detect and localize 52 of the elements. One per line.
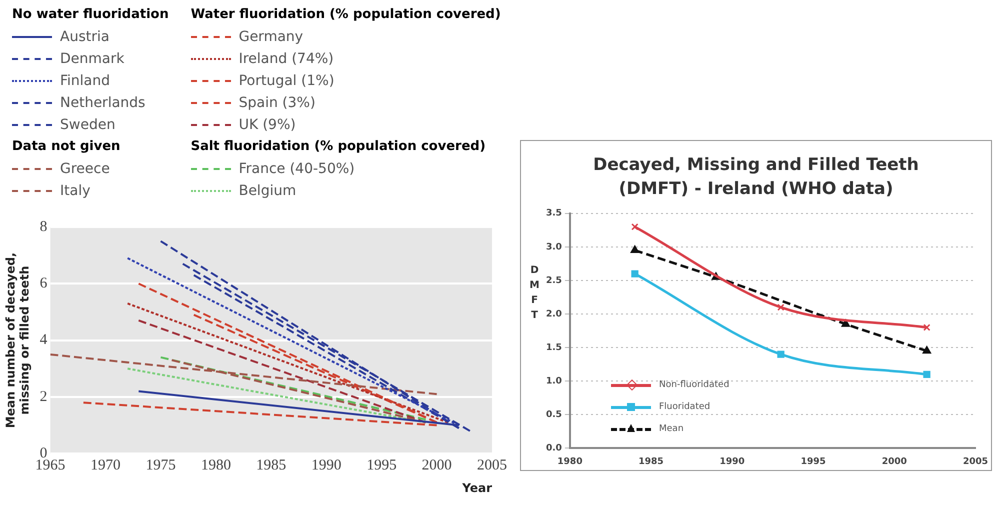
legend-label: Austria [60,29,110,45]
legend-label: Portugal (1%) [238,73,334,89]
legend-label: Sweden [60,117,116,133]
x-tick-label: 2005 [477,458,507,474]
x-tick-label: 1995 [366,458,397,474]
legend-label: Netherlands [60,95,146,111]
x-tick-label: 1975 [146,458,176,474]
text: No water fluoridation [12,6,169,24]
y-axis-title: Mean number of decayed, missing or filled teeth [3,252,32,428]
legend-label: Italy [60,183,90,199]
y-tick-label: 8 [40,218,48,235]
legend-label: Non-fluoridated [659,380,730,390]
y-tick-label: 3.0 [546,242,562,252]
x-tick-label: 2000 [882,456,907,467]
y-tick-label: 1.5 [546,342,562,353]
x-tick-label: 2000 [422,458,452,474]
legend-label: Spain (3%) [238,95,316,111]
x-axis-title: Year [461,480,492,495]
y-tick-label: 2 [40,388,48,405]
y-tick-label: 3.5 [546,208,562,219]
x-tick-label: 1965 [35,458,66,474]
text: Salt fluoridation (% population covered) [190,138,487,156]
x-tick-label: 1970 [90,458,121,474]
x-tick-label: 1990 [311,458,342,474]
legend-label: France (40-50%) [238,161,355,177]
x-tick-label: 1980 [200,458,231,474]
x-tick-label: 1985 [256,458,286,474]
legend-label: Germany [238,29,304,45]
x-tick-label: 1985 [638,456,664,467]
text: Water fluoridation (% population covered) [190,6,501,24]
legend-label: Ireland (74%) [238,51,334,67]
x-tick-label: 1980 [557,456,582,467]
y-tick-label: 4 [40,332,48,348]
y-tick-label: 6 [40,276,48,292]
chart-title: Decayed, Missing and Filled Teeth (DMFT) - Ireland (WHO data) [592,154,920,201]
x-tick-label: 1995 [800,456,826,467]
text: Data not given [12,138,122,156]
legend-label: Denmark [60,51,124,67]
legend-label: Finland [60,73,110,89]
y-tick-label: 0.0 [546,444,562,454]
y-tick-label: 0.5 [546,410,562,420]
y-tick-label: 2.0 [546,309,562,320]
x-tick-label: 2005 [962,456,988,467]
legend-label: Greece [60,161,110,177]
legend-label: Fluoridated [659,402,710,412]
legend-label: UK (9%) [238,117,296,133]
y-tick-label: 2.5 [546,276,562,286]
y-tick-label: 1.0 [546,376,562,386]
x-tick-label: 1990 [720,456,745,467]
legend-label: Mean [659,424,684,434]
legend-label: Belgium [238,183,296,199]
y-axis-title: DMFT [529,265,540,325]
